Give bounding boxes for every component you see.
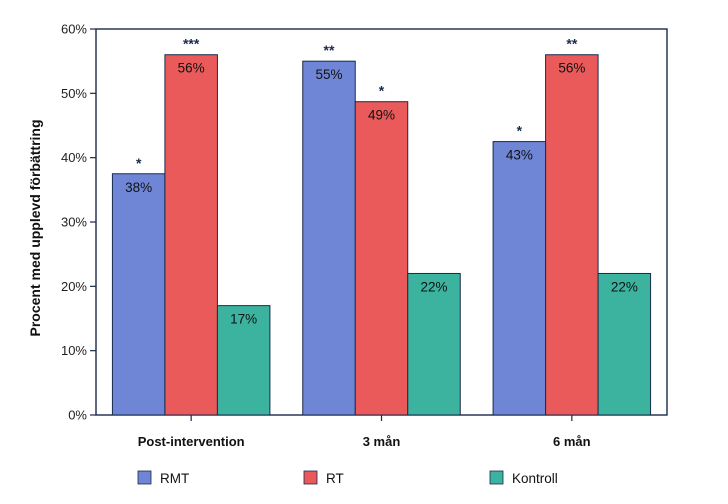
data-label: 56% [178, 61, 205, 76]
data-label: 49% [368, 108, 395, 123]
bar-rt [164, 54, 218, 416]
significance-marker: ** [566, 36, 577, 52]
bar-rt [545, 54, 599, 416]
y-tick-label: 50% [61, 86, 87, 101]
legend: RMT RT Kontroll [137, 470, 558, 486]
y-tick-label: 10% [61, 343, 87, 358]
data-label: 43% [506, 148, 533, 163]
legend-swatch-kontroll [489, 470, 504, 485]
legend-label-rmt: RMT [160, 471, 189, 486]
bar-rt [354, 101, 409, 416]
bar-kontroll [597, 272, 652, 416]
significance-marker: * [136, 155, 142, 171]
data-label: 22% [611, 279, 638, 294]
y-axis-label: Procent med upplevd förbättring [27, 119, 43, 336]
x-tick-label: 6 mån [553, 434, 591, 449]
legend-label-rt: RT [326, 471, 344, 486]
bar-kontroll [407, 272, 461, 416]
plot-area: 0% 10% 20% 30% 40% 50% 60% Post-intervention 38%… [61, 22, 668, 449]
bar-rmt [111, 173, 166, 416]
significance-marker: * [517, 123, 523, 139]
bar-rmt [302, 60, 356, 416]
y-tick-label: 40% [61, 150, 87, 165]
data-label: 56% [558, 61, 585, 76]
x-tick-label: Post-intervention [138, 434, 245, 449]
significance-marker: ** [324, 42, 335, 58]
legend-label-kontroll: Kontroll [512, 471, 558, 486]
data-label: 38% [125, 180, 152, 195]
significance-marker: *** [183, 36, 200, 52]
data-label: 22% [420, 279, 447, 294]
y-tick-label: 30% [61, 215, 87, 230]
y-tick-label: 0% [68, 408, 87, 423]
legend-swatch-rt [303, 470, 318, 485]
data-label: 55% [315, 67, 342, 82]
bar-rmt [492, 141, 547, 416]
significance-marker: * [379, 83, 385, 99]
y-tick-label: 60% [61, 22, 87, 37]
x-tick-label: 3 mån [363, 434, 401, 449]
y-tick-label: 20% [61, 279, 87, 294]
data-label: 17% [230, 312, 257, 327]
legend-swatch-rmt [137, 470, 152, 485]
bar-kontroll [216, 305, 271, 416]
